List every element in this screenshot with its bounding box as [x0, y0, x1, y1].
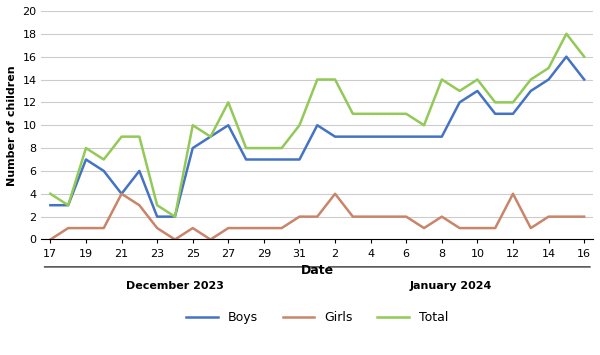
- Y-axis label: Number of children: Number of children: [7, 65, 17, 186]
- X-axis label: Date: Date: [301, 264, 334, 277]
- Legend: Boys, Girls, Total: Boys, Girls, Total: [181, 306, 453, 329]
- Text: December 2023: December 2023: [126, 281, 224, 291]
- Text: January 2024: January 2024: [410, 281, 492, 291]
